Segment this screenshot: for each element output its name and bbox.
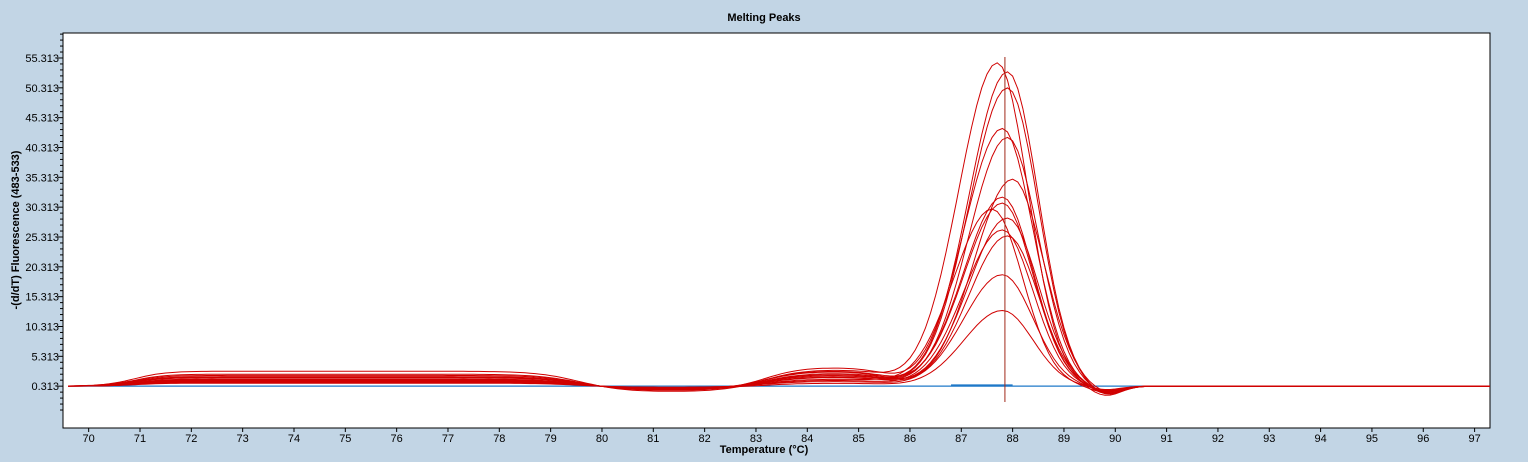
y-tick-label: 20.313 (25, 262, 59, 274)
y-tick-label: 45.313 (25, 113, 59, 125)
series-line-sample-14 (68, 309, 1490, 390)
y-tick-label: 10.313 (25, 321, 59, 333)
chart-title: Melting Peaks (727, 12, 801, 24)
plot-area (62, 32, 1491, 429)
y-tick-label: 35.313 (25, 172, 59, 184)
x-tick-label: 94 (1314, 433, 1326, 445)
x-tick-label: 80 (596, 433, 608, 445)
x-tick-label: 75 (339, 433, 351, 445)
x-tick-label: 83 (750, 433, 762, 445)
x-tick-label: 90 (1109, 433, 1121, 445)
x-tick-label: 84 (801, 433, 813, 445)
x-tick-label: 93 (1263, 433, 1275, 445)
x-tick-label: 91 (1160, 433, 1172, 445)
y-tick-label: 15.313 (25, 292, 59, 304)
y-tick-label: 0.313 (31, 381, 59, 393)
x-tick-label: 73 (237, 433, 249, 445)
x-tick-label: 81 (647, 433, 659, 445)
x-axis-label: Temperature (°C) (719, 444, 809, 456)
y-tick-label: 25.313 (25, 232, 59, 244)
x-tick-label: 96 (1417, 433, 1429, 445)
x-tick-label: 71 (134, 433, 146, 445)
x-tick-label: 87 (955, 433, 967, 445)
x-tick-label: 79 (545, 433, 557, 445)
x-tick-label: 77 (442, 433, 454, 445)
x-tick-label: 97 (1468, 433, 1480, 445)
x-tick-label: 89 (1058, 433, 1070, 445)
x-tick-label: 85 (853, 433, 865, 445)
x-tick-label: 76 (391, 433, 403, 445)
y-tick-label: 40.313 (25, 142, 59, 154)
x-tick-label: 78 (493, 433, 505, 445)
x-tick-label: 86 (904, 433, 916, 445)
y-tick-label: 30.313 (25, 202, 59, 214)
y-tick-label: 50.313 (25, 83, 59, 95)
x-tick-label: 74 (288, 433, 300, 445)
y-tick-label: 5.313 (31, 351, 59, 363)
x-tick-label: 72 (185, 433, 197, 445)
x-tick-label: 95 (1366, 433, 1378, 445)
y-tick-label: 55.313 (25, 53, 59, 65)
x-tick-label: 92 (1212, 433, 1224, 445)
x-tick-label: 82 (699, 433, 711, 445)
x-tick-label: 88 (1006, 433, 1018, 445)
x-tick-label: 70 (83, 433, 95, 445)
